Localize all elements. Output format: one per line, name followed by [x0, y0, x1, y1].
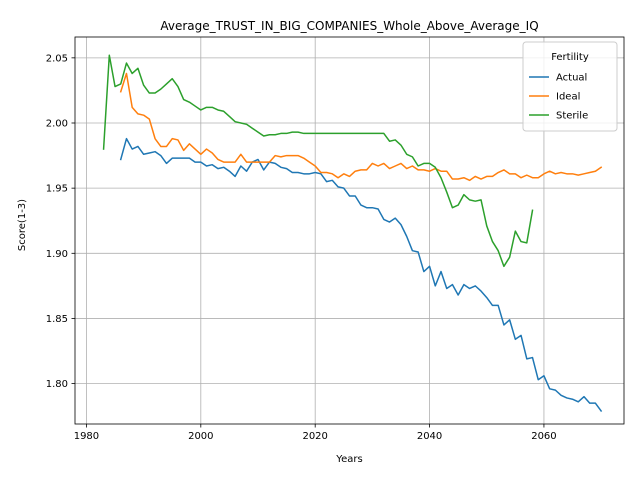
x-tick-label: 1980: [74, 431, 99, 442]
chart-title: Average_TRUST_IN_BIG_COMPANIES_Whole_Abo…: [160, 19, 538, 33]
legend-entries: Actual Ideal Sterile: [529, 73, 588, 122]
x-tick-label: 2040: [417, 431, 442, 442]
x-tick-label: 2060: [531, 431, 556, 442]
y-tick-label: 1.90: [46, 249, 68, 260]
y-axis: 1.80 1.85 1.90 1.95 2.00 2.05: [46, 53, 75, 390]
legend-label-sterile: Sterile: [556, 111, 588, 122]
y-tick-label: 2.05: [46, 53, 68, 64]
series-line-sterile: [102, 54, 534, 268]
series-lines: [102, 54, 603, 413]
x-axis-label: Years: [335, 454, 362, 465]
x-axis: 1980 2000 2020 2040 2060: [74, 424, 557, 442]
y-axis-label: Score(1-3): [17, 199, 28, 251]
y-tick-label: 1.80: [46, 379, 68, 390]
legend: Fertility Actual Ideal Sterile: [522, 41, 618, 132]
plot-area: [74, 36, 625, 425]
x-tick-label: 2020: [302, 431, 327, 442]
legend-title: Fertility: [551, 52, 589, 63]
legend-label-actual: Actual: [556, 73, 587, 84]
legend-box: [522, 41, 618, 132]
y-tick-label: 1.95: [46, 184, 68, 195]
legend-label-ideal: Ideal: [556, 92, 580, 103]
y-tick-label: 2.00: [46, 119, 68, 130]
y-tick-label: 1.85: [46, 314, 68, 325]
x-tick-label: 2000: [188, 431, 213, 442]
series-line-ideal: [119, 72, 603, 182]
series-line-actual: [119, 137, 603, 413]
